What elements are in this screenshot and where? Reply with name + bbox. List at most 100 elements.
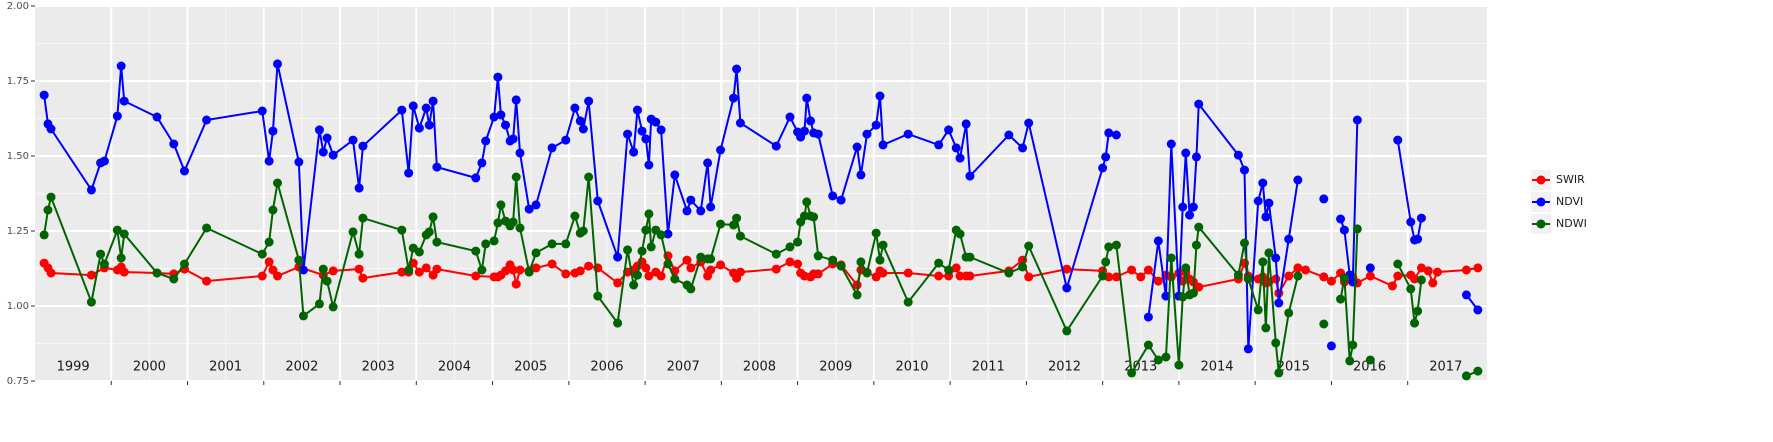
data-point [328, 150, 338, 160]
data-point [735, 231, 745, 241]
data-point [298, 265, 308, 275]
data-point [298, 311, 308, 321]
data-point [1166, 253, 1176, 263]
data-point [965, 171, 975, 181]
data-point [119, 267, 129, 277]
data-point [547, 239, 557, 249]
data-point [493, 218, 503, 228]
data-point [404, 168, 414, 178]
data-point [644, 271, 654, 281]
year-label: 2014 [1200, 360, 1233, 375]
data-point [268, 205, 278, 215]
year-label: 2003 [362, 360, 395, 375]
data-point [1181, 148, 1191, 158]
year-label: 2010 [895, 360, 928, 375]
data-point [397, 267, 407, 277]
data-point [878, 140, 888, 150]
data-point [670, 274, 680, 284]
data-point [1284, 234, 1294, 244]
y-tick-label: 1.00 [7, 301, 29, 312]
data-point [348, 227, 358, 237]
legend-marker [1536, 197, 1546, 207]
data-point [1264, 198, 1274, 208]
data-point [944, 125, 954, 135]
data-point [273, 178, 283, 188]
data-point [1191, 240, 1201, 250]
data-point [1127, 265, 1137, 275]
legend-label: SWIR [1556, 173, 1585, 186]
data-point [531, 248, 541, 258]
data-point [575, 116, 585, 126]
data-point [1174, 360, 1184, 370]
data-point [116, 61, 126, 71]
data-point [1271, 338, 1281, 348]
data-point [86, 185, 96, 195]
data-point [169, 139, 179, 149]
data-point [663, 259, 673, 269]
data-point [716, 260, 726, 270]
data-point [39, 90, 49, 100]
data-point [481, 136, 491, 146]
data-point [1181, 263, 1191, 273]
data-point [264, 156, 274, 166]
data-point [732, 213, 742, 223]
data-point [1111, 240, 1121, 250]
data-point [531, 200, 541, 210]
data-point [1166, 139, 1176, 149]
data-point [1274, 298, 1284, 308]
data-point [424, 120, 434, 130]
year-label: 2005 [514, 360, 547, 375]
data-point [802, 93, 812, 103]
data-point [670, 170, 680, 180]
data-point [802, 197, 812, 207]
data-point [1098, 271, 1108, 281]
data-point [629, 147, 639, 157]
data-point [729, 220, 739, 230]
data-point [43, 205, 53, 215]
data-point [119, 229, 129, 239]
data-point [878, 240, 888, 250]
data-point [515, 265, 525, 275]
data-point [1293, 175, 1303, 185]
year-label: 2007 [667, 360, 700, 375]
data-point [1406, 217, 1416, 227]
data-point [39, 230, 49, 240]
data-point [179, 166, 189, 176]
data-point [358, 273, 368, 283]
data-point [561, 239, 571, 249]
data-point [785, 112, 795, 122]
data-point [641, 225, 651, 235]
data-point [584, 96, 594, 106]
data-point [46, 124, 56, 134]
data-point [813, 251, 823, 261]
data-point [1233, 150, 1243, 160]
data-point [934, 258, 944, 268]
data-point [578, 226, 588, 236]
data-point [613, 278, 623, 288]
data-point [686, 195, 696, 205]
data-point [46, 192, 56, 202]
year-label: 2008 [743, 360, 776, 375]
data-point [477, 265, 487, 275]
year-label: 2017 [1429, 360, 1462, 375]
data-point [508, 265, 518, 275]
data-point [637, 126, 647, 136]
data-point [508, 217, 518, 227]
data-point [1178, 202, 1188, 212]
y-tick-label: 1.25 [7, 226, 29, 237]
data-point [1143, 312, 1153, 322]
data-point [119, 96, 129, 106]
year-label: 1999 [57, 360, 90, 375]
data-point [1319, 194, 1329, 204]
data-point [1352, 224, 1362, 234]
data-point [348, 135, 358, 145]
data-point [575, 266, 585, 276]
data-point [202, 276, 212, 286]
data-point [878, 268, 888, 278]
data-point [493, 72, 503, 82]
data-point [965, 271, 975, 281]
data-point [1406, 284, 1416, 294]
legend-marker [1536, 175, 1546, 185]
data-point [1111, 272, 1121, 282]
data-point [1345, 356, 1355, 366]
